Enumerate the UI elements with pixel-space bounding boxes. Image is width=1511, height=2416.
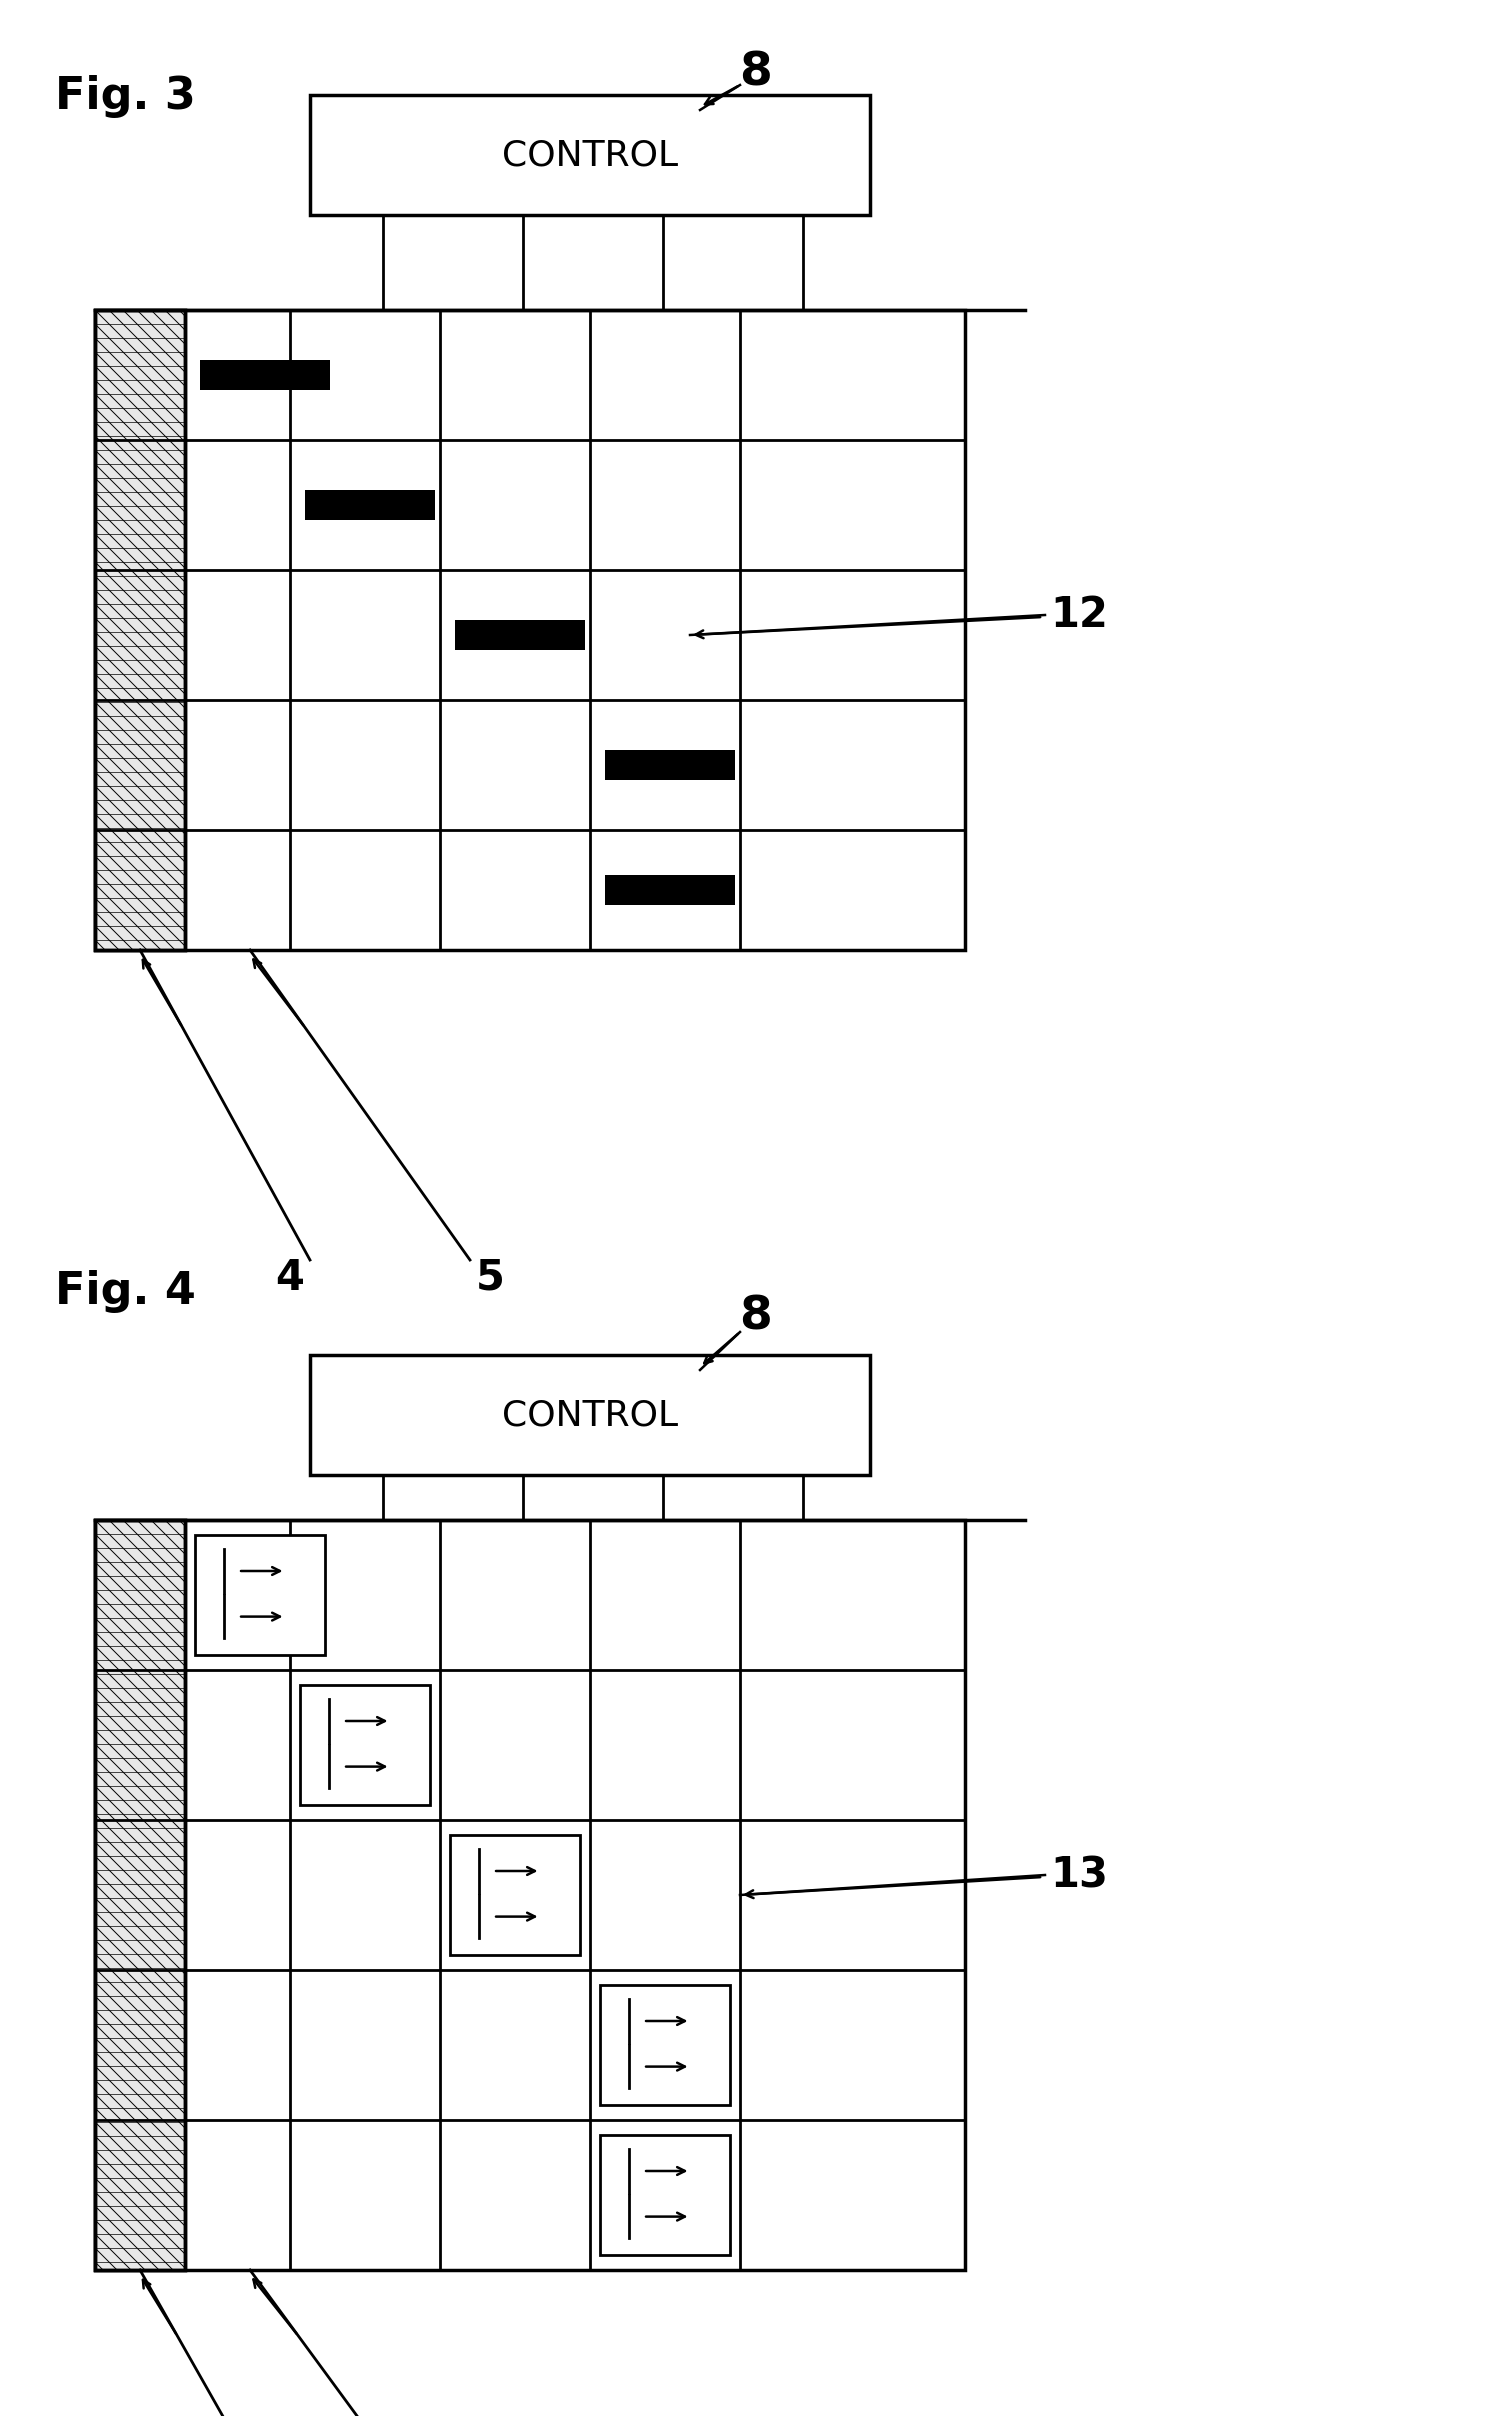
Text: 13: 13 [1050,1853,1108,1897]
Bar [450,1836,580,1955]
Text: 12: 12 [1050,594,1108,635]
Text: 5: 5 [476,1256,505,1300]
Bar [95,309,184,949]
Bar [199,360,329,389]
Text: CONTROL: CONTROL [502,1399,678,1433]
Text: Fig. 3: Fig. 3 [54,75,196,118]
Bar [310,1355,870,1476]
Bar [95,1520,184,2271]
Text: Fig. 4: Fig. 4 [54,1271,196,1312]
Text: 8: 8 [739,1295,772,1341]
Text: 4: 4 [275,1256,304,1300]
Bar [95,309,966,949]
Bar [95,1520,184,2271]
Bar [95,309,184,949]
Bar [305,490,435,519]
Bar [455,621,585,650]
Text: CONTROL: CONTROL [502,138,678,172]
Bar [195,1534,325,1655]
Bar [604,875,734,906]
Bar [604,749,734,780]
Bar [600,2136,730,2254]
Bar [600,1986,730,2104]
Text: 8: 8 [739,51,772,94]
Bar [310,94,870,215]
Bar [301,1684,431,1805]
Bar [95,1520,966,2271]
